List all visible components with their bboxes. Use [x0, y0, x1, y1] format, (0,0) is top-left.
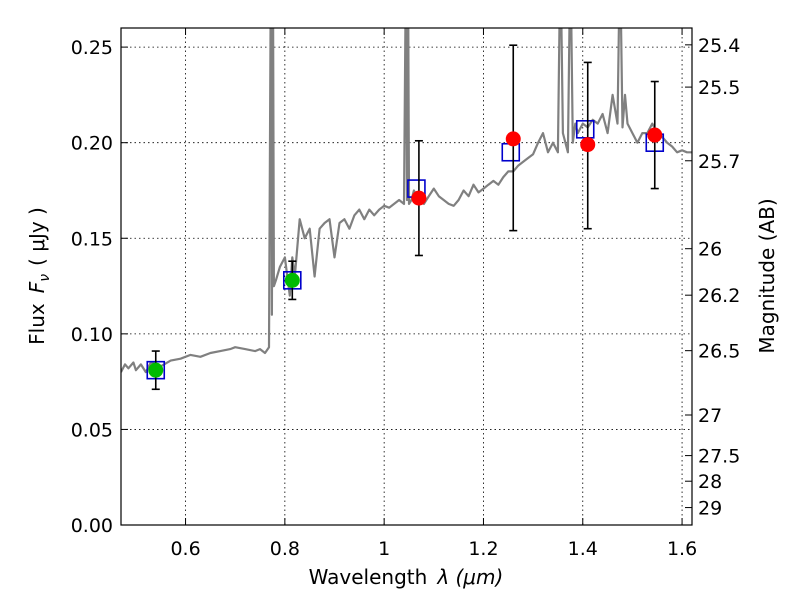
x-tick-label: 1.4 [568, 538, 598, 560]
y-tick-label: 0.00 [71, 515, 113, 537]
plot-area [121, 28, 692, 391]
mag-tick-label: 25.5 [698, 77, 740, 99]
y-axis-label: Flux Fν ( μJy ) [25, 207, 53, 345]
x-axis-label: Wavelength λ (μm) [309, 565, 504, 589]
detection-point [580, 137, 596, 153]
mag-tick-label: 26 [698, 239, 722, 261]
y-axis-label-subscript: ν [37, 274, 53, 282]
x-tick-label: 1.2 [468, 538, 498, 560]
mag-tick-label: 26.5 [698, 341, 740, 363]
y-tick-label: 0.05 [71, 419, 113, 441]
mag-tick-label: 27.5 [698, 446, 740, 468]
y-tick-label: 0.10 [71, 324, 113, 346]
x-tick-label: 0.6 [170, 538, 200, 560]
y-tick-label: 0.20 [71, 133, 113, 155]
y-axis-label-symbol: F [25, 281, 49, 293]
x-tick-label: 0.8 [270, 538, 300, 560]
detection-point [505, 131, 521, 147]
x-axis-label-text: Wavelength [309, 565, 428, 589]
x-tick-label: 1.6 [667, 538, 697, 560]
mag-tick-label: 25.4 [698, 35, 740, 57]
y-tick-label: 0.25 [71, 37, 113, 59]
tick-layer: 0.6 0.8 1 1.2 1.4 1.6 0.00 0.05 0.10 0.15 0.20 0.25… [71, 28, 740, 560]
detection-point [411, 190, 427, 206]
plot-frame [120, 27, 693, 526]
y-tick-label: 0.15 [71, 228, 113, 250]
mag-tick-label: 28 [698, 471, 722, 493]
mag-tick-label: 29 [698, 498, 722, 520]
mag-tick-label: 27 [698, 405, 722, 427]
y2-axis-label: Magnitude (AB) [755, 198, 779, 353]
optical-point [148, 362, 164, 378]
detection-point [647, 127, 663, 143]
mag-tick-label: 25.7 [698, 151, 740, 173]
mag-tick-label: 26.2 [698, 285, 740, 307]
y-axis-label-unit: ( μJy ) [25, 207, 49, 266]
y-axis-label-text: Flux [25, 303, 49, 345]
x-axis-label-symbol: λ (μm) [436, 565, 503, 589]
x-tick-label: 1 [378, 538, 390, 560]
optical-point [284, 272, 300, 288]
